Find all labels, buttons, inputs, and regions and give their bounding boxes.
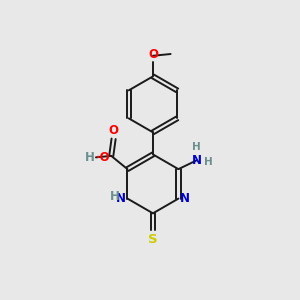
Text: N: N [180,192,190,205]
Text: O: O [148,48,158,61]
Text: H: H [192,142,201,152]
Text: N: N [192,154,202,167]
Text: S: S [148,233,158,246]
Text: ·O: ·O [96,151,111,164]
Text: H: H [110,190,120,203]
Text: O: O [109,124,118,137]
Text: H: H [85,151,94,164]
Text: N: N [116,192,126,205]
Text: H: H [204,157,213,167]
